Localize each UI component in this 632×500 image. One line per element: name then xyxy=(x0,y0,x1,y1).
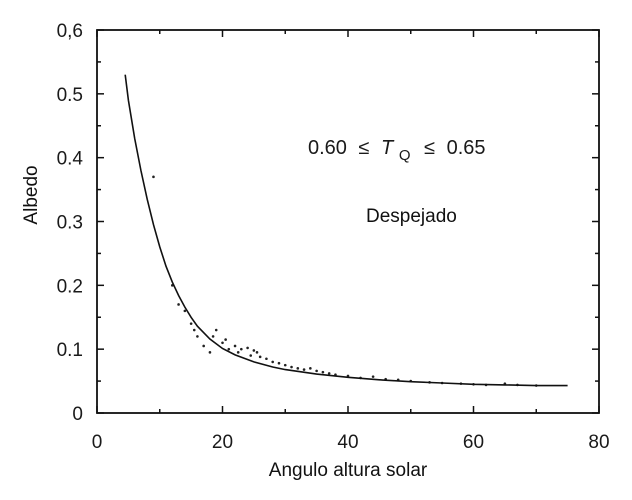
data-point xyxy=(227,347,231,351)
data-point xyxy=(290,365,293,369)
data-points xyxy=(152,175,538,387)
y-tick-label: 0.5 xyxy=(57,85,83,106)
data-point xyxy=(189,322,193,325)
data-point xyxy=(208,351,212,354)
data-point xyxy=(296,367,300,370)
data-point xyxy=(214,328,218,332)
x-tick-label: 20 xyxy=(212,432,233,453)
data-point xyxy=(177,303,180,306)
data-point xyxy=(183,309,187,313)
x-tick-label: 0 xyxy=(92,432,103,453)
data-point xyxy=(152,175,155,179)
data-point xyxy=(221,341,224,345)
data-point xyxy=(255,351,259,354)
fit-curve xyxy=(124,74,568,387)
data-point xyxy=(277,361,281,365)
y-tick-label: 0,6 xyxy=(57,21,83,42)
x-tick-label: 40 xyxy=(337,432,358,453)
data-point xyxy=(265,357,268,361)
y-tick-label: 0.4 xyxy=(57,149,84,170)
data-point xyxy=(315,369,318,373)
data-point xyxy=(302,368,306,371)
y-tick-label: 0.3 xyxy=(57,213,83,234)
data-point xyxy=(202,344,205,348)
data-point xyxy=(240,347,243,351)
data-point xyxy=(327,372,331,375)
axis-ticks xyxy=(96,29,600,414)
y-tick-label: 0 xyxy=(72,404,83,425)
data-point xyxy=(371,375,375,378)
data-point xyxy=(309,367,312,370)
data-point xyxy=(258,355,262,359)
y-tick-label: 0.2 xyxy=(57,276,83,297)
y-axis-title: Albedo xyxy=(21,165,42,224)
plot-frame xyxy=(96,29,600,414)
data-point xyxy=(196,335,199,338)
data-point xyxy=(246,346,249,350)
condition-label: Despejado xyxy=(366,206,457,227)
data-point xyxy=(192,328,196,332)
tick-labels: 0 20 40 60 80 0 0.1 0.2 0.3 0.4 0.5 0,6 xyxy=(57,21,610,453)
x-tick-label: 60 xyxy=(463,432,484,453)
data-point xyxy=(233,344,237,348)
y-tick-label: 0.1 xyxy=(57,340,83,361)
data-point xyxy=(321,370,325,374)
condition-annotation: 0.60 ≤ T Q ≤ 0.65 xyxy=(308,137,486,165)
x-tick-label: 80 xyxy=(588,432,609,453)
x-axis-title: Angulo altura solar xyxy=(269,460,428,481)
data-point xyxy=(249,354,253,357)
data-point xyxy=(271,360,275,364)
data-point xyxy=(283,363,287,367)
data-point xyxy=(211,335,215,338)
data-point xyxy=(236,351,240,354)
data-point xyxy=(224,338,227,341)
data-point xyxy=(252,349,256,352)
